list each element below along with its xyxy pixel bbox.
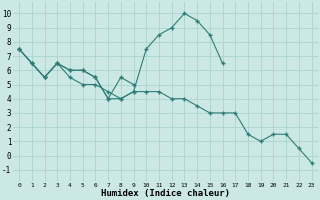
X-axis label: Humidex (Indice chaleur): Humidex (Indice chaleur) bbox=[101, 189, 230, 198]
